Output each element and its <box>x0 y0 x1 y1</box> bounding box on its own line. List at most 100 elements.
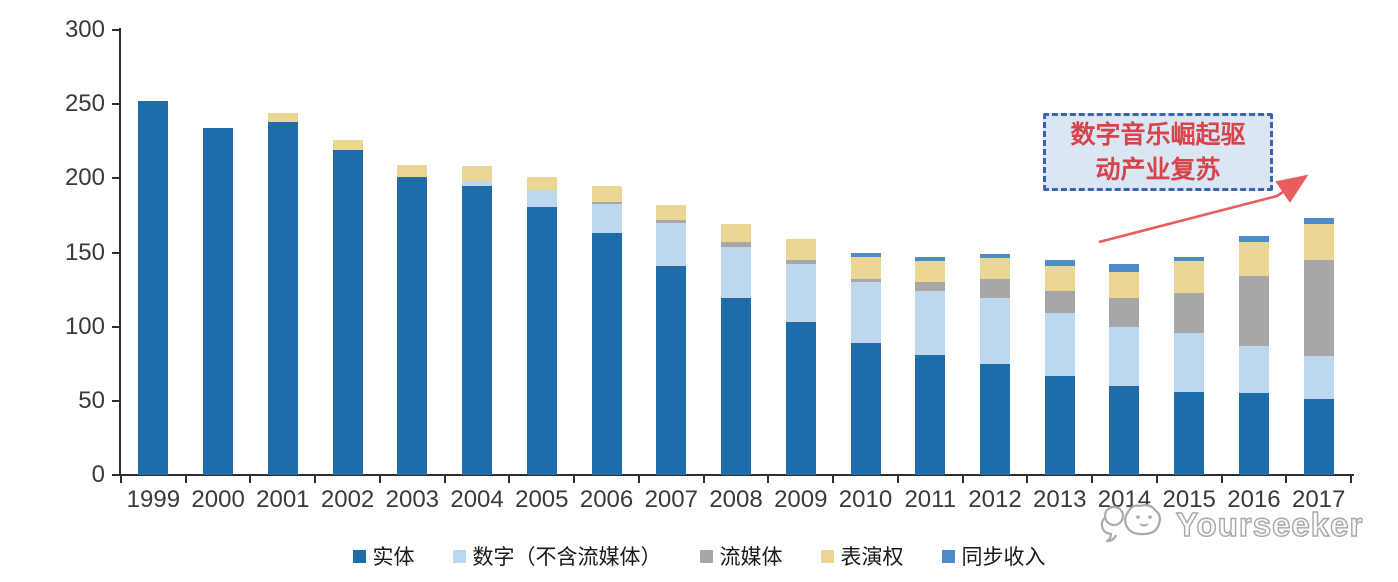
bar-segment-2005-3 <box>526 176 557 191</box>
bar-segment-2001-3 <box>267 113 298 122</box>
bar-segment-2009-3 <box>785 239 816 260</box>
x-axis-label: 2017 <box>1291 486 1346 513</box>
bar-segment-2008-3 <box>721 224 752 243</box>
legend-item-2: 流媒体 <box>699 541 783 571</box>
bar-segment-2013-2 <box>1044 291 1075 314</box>
bar-segment-2012-0 <box>979 363 1010 475</box>
bar-segment-2009-2 <box>785 259 816 265</box>
bar-segment-2002-0 <box>332 150 363 475</box>
x-axis-label: 2011 <box>904 486 957 513</box>
bar-segment-2010-0 <box>850 342 881 475</box>
x-tick-mark <box>767 475 770 483</box>
legend-item-4: 同步收入 <box>941 541 1046 571</box>
x-axis-label: 2002 <box>320 486 375 513</box>
x-tick-mark <box>1091 475 1094 483</box>
bar-segment-2017-2 <box>1303 259 1334 357</box>
watermark-text: Yourseeker <box>1175 505 1364 543</box>
bar-segment-2007-2 <box>656 219 687 223</box>
x-tick-mark <box>184 475 187 483</box>
bar-segment-2001-0 <box>267 121 298 475</box>
y-axis-line <box>119 28 121 476</box>
x-axis-label: 2006 <box>579 486 634 513</box>
bar-segment-2015-1 <box>1174 332 1205 392</box>
legend-swatch-icon <box>699 549 713 563</box>
bar-segment-2010-4 <box>850 252 881 257</box>
bar-segment-2008-2 <box>721 242 752 247</box>
x-tick-mark <box>702 475 705 483</box>
x-axis-label: 2009 <box>774 486 828 513</box>
bar-segment-2015-3 <box>1174 261 1205 293</box>
x-tick-mark <box>573 475 576 483</box>
y-tick-mark <box>112 399 120 402</box>
x-tick-mark <box>443 475 446 483</box>
x-axis-label: 2016 <box>1227 486 1281 513</box>
legend-label: 表演权 <box>840 545 904 569</box>
bar-segment-2015-2 <box>1174 292 1205 333</box>
y-tick-label: 200 <box>64 164 105 192</box>
legend-item-1: 数字（不含流媒体） <box>452 541 662 571</box>
bar-segment-2012-2 <box>979 279 1010 299</box>
y-tick-mark <box>112 251 120 254</box>
bar-segment-2007-1 <box>656 222 687 266</box>
legend-label: 流媒体 <box>719 545 783 569</box>
annotation-text-line2: 动产业复苏 <box>1095 155 1221 184</box>
legend-item-3: 表演权 <box>820 541 904 571</box>
x-tick-mark <box>896 475 899 483</box>
x-axis-label: 1999 <box>126 486 181 513</box>
x-axis-label: 2003 <box>385 486 440 513</box>
x-axis-label: 2004 <box>450 486 504 513</box>
bar-segment-2011-4 <box>915 256 946 262</box>
y-tick-mark <box>112 29 120 31</box>
bar-segment-2006-1 <box>591 203 622 234</box>
bar-segment-2008-1 <box>721 246 752 299</box>
x-tick-mark <box>637 475 640 483</box>
bar-segment-2010-2 <box>850 279 881 283</box>
bar-segment-2013-1 <box>1044 313 1075 376</box>
bar-segment-2017-3 <box>1303 224 1334 260</box>
x-tick-mark <box>1285 475 1288 483</box>
bar-segment-2003-0 <box>397 176 428 475</box>
y-tick-label: 150 <box>64 238 105 266</box>
bar-segment-1999-0 <box>138 101 169 475</box>
bar-segment-2004-0 <box>462 185 493 475</box>
bar-segment-2016-2 <box>1238 276 1269 346</box>
bar-segment-2010-3 <box>850 256 881 280</box>
bar-segment-2007-3 <box>656 205 687 220</box>
legend-label: 同步收入 <box>961 545 1046 569</box>
yourseeker-logo-icon <box>1100 504 1161 543</box>
bar-segment-2017-1 <box>1303 356 1334 400</box>
bar-segment-2013-0 <box>1044 375 1075 475</box>
x-axis-label: 2010 <box>838 486 893 513</box>
bar-segment-2013-4 <box>1044 259 1075 266</box>
x-tick-mark <box>508 475 511 483</box>
x-axis-line <box>119 474 1354 476</box>
bar-segment-2017-4 <box>1303 218 1334 225</box>
bar-segment-2009-1 <box>785 264 816 323</box>
y-tick-mark <box>112 177 120 180</box>
x-axis-label: 2013 <box>1033 486 1087 513</box>
bar-segment-2012-3 <box>979 258 1010 280</box>
legend-swatch-icon <box>452 549 466 563</box>
watermark: Yourseeker <box>1098 498 1363 552</box>
legend-swatch-icon <box>941 549 955 563</box>
annotation-callout: 数字音乐崛起驱 动产业复苏 <box>1043 113 1273 191</box>
bar-segment-2006-2 <box>591 202 622 204</box>
bar-segment-2016-4 <box>1238 236 1269 243</box>
x-axis-label: 2008 <box>709 486 763 513</box>
y-tick-mark <box>112 103 120 106</box>
bar-segment-2014-3 <box>1109 271 1140 299</box>
x-tick-mark <box>961 475 964 483</box>
y-tick-label: 100 <box>64 312 105 340</box>
y-tick-label: 0 <box>91 461 105 488</box>
y-tick-label: 300 <box>64 16 105 43</box>
bar-segment-2015-0 <box>1174 391 1205 475</box>
bar-segment-2017-0 <box>1303 399 1334 475</box>
x-axis-label: 2001 <box>256 486 310 513</box>
x-tick-mark <box>249 475 252 483</box>
bar-segment-2012-1 <box>979 298 1010 364</box>
bar-segment-2014-0 <box>1109 386 1140 475</box>
x-axis-label: 2015 <box>1162 486 1216 513</box>
bar-segment-2014-2 <box>1109 298 1140 327</box>
x-axis-label: 2005 <box>515 486 569 513</box>
